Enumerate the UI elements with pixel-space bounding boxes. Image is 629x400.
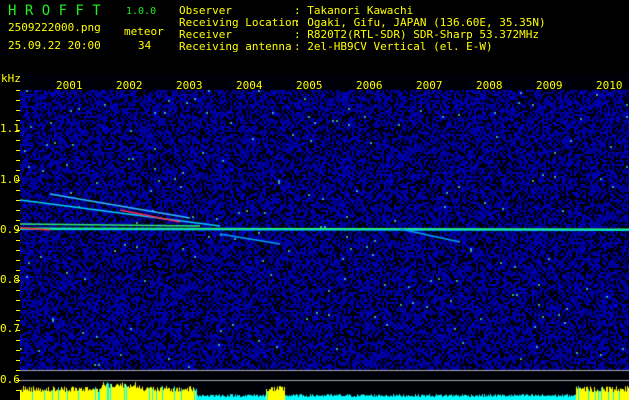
- info-label-location: Receiving Location: [179, 16, 299, 29]
- info-value-antenna: : 2el-HB9CV Vertical (el. E-W): [294, 40, 493, 53]
- y-tick-label: 1.0: [0, 173, 20, 186]
- y-tick-label: 1.1: [0, 122, 20, 135]
- info-label-antenna: Receiving antenna: [179, 40, 292, 53]
- x-tick-label: 2010: [596, 79, 623, 92]
- y-tick-label: 0.8: [0, 273, 20, 286]
- x-tick-label: 2008: [476, 79, 503, 92]
- info-value-receiver: : R820T2(RTL-SDR) SDR-Sharp 53.372MHz: [294, 28, 540, 41]
- x-tick-label: 2005: [296, 79, 323, 92]
- y-axis-ticks: [16, 90, 20, 400]
- x-tick-label: 2004: [236, 79, 263, 92]
- app-version: 1.0.0: [126, 6, 157, 17]
- y-tick-label: 0.6: [0, 373, 20, 386]
- x-tick-label: 2003: [176, 79, 203, 92]
- x-tick-label: 2002: [116, 79, 143, 92]
- info-value-location: : Ogaki, Gifu, JAPAN (136.60E, 35.35N): [294, 16, 546, 29]
- meteor-count: 34: [138, 39, 152, 52]
- x-tick-label: 2007: [416, 79, 443, 92]
- info-value-observer: : Takanori Kawachi: [294, 4, 414, 17]
- datetime: 25.09.22 20:00: [8, 39, 101, 52]
- info-label-observer: Observer: [179, 4, 232, 17]
- filename: 2509222000.png: [8, 21, 101, 34]
- y-tick-label: 0.7: [0, 322, 20, 335]
- app-title: H R O F F T: [8, 3, 101, 19]
- y-tick-label: 0.9: [0, 223, 20, 236]
- x-tick-label: 2006: [356, 79, 383, 92]
- info-label-receiver: Receiver: [179, 28, 232, 41]
- meteor-label: meteor: [124, 25, 164, 38]
- spectrogram-canvas: [20, 74, 629, 400]
- x-tick-label: 2001: [56, 79, 83, 92]
- x-tick-label: 2009: [536, 79, 563, 92]
- y-unit-label: kHz: [1, 72, 21, 85]
